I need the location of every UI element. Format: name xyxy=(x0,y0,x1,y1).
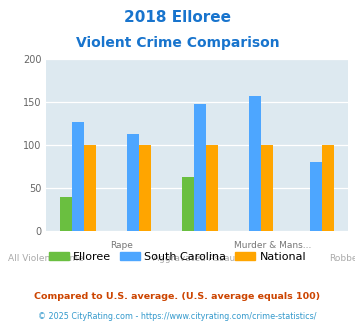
Bar xyxy=(72,122,84,231)
Text: Aggravated Assault: Aggravated Assault xyxy=(153,254,241,263)
Text: Robbery: Robbery xyxy=(329,254,355,263)
Bar xyxy=(261,145,273,231)
Bar xyxy=(127,134,139,231)
Bar xyxy=(322,145,334,231)
Bar xyxy=(206,145,218,231)
Text: Violent Crime Comparison: Violent Crime Comparison xyxy=(76,36,279,50)
Text: Compared to U.S. average. (U.S. average equals 100): Compared to U.S. average. (U.S. average … xyxy=(34,292,321,301)
Text: Murder & Mans...: Murder & Mans... xyxy=(234,241,311,250)
Bar xyxy=(139,145,151,231)
Bar xyxy=(60,197,72,231)
Legend: Elloree, South Carolina, National: Elloree, South Carolina, National xyxy=(44,248,311,267)
Text: 2018 Elloree: 2018 Elloree xyxy=(124,10,231,25)
Text: © 2025 CityRating.com - https://www.cityrating.com/crime-statistics/: © 2025 CityRating.com - https://www.city… xyxy=(38,312,317,321)
Bar xyxy=(310,162,322,231)
Bar xyxy=(194,104,206,231)
Bar xyxy=(182,177,194,231)
Text: All Violent Crime: All Violent Crime xyxy=(8,254,84,263)
Bar xyxy=(84,145,97,231)
Bar xyxy=(249,96,261,231)
Text: Rape: Rape xyxy=(110,241,133,250)
